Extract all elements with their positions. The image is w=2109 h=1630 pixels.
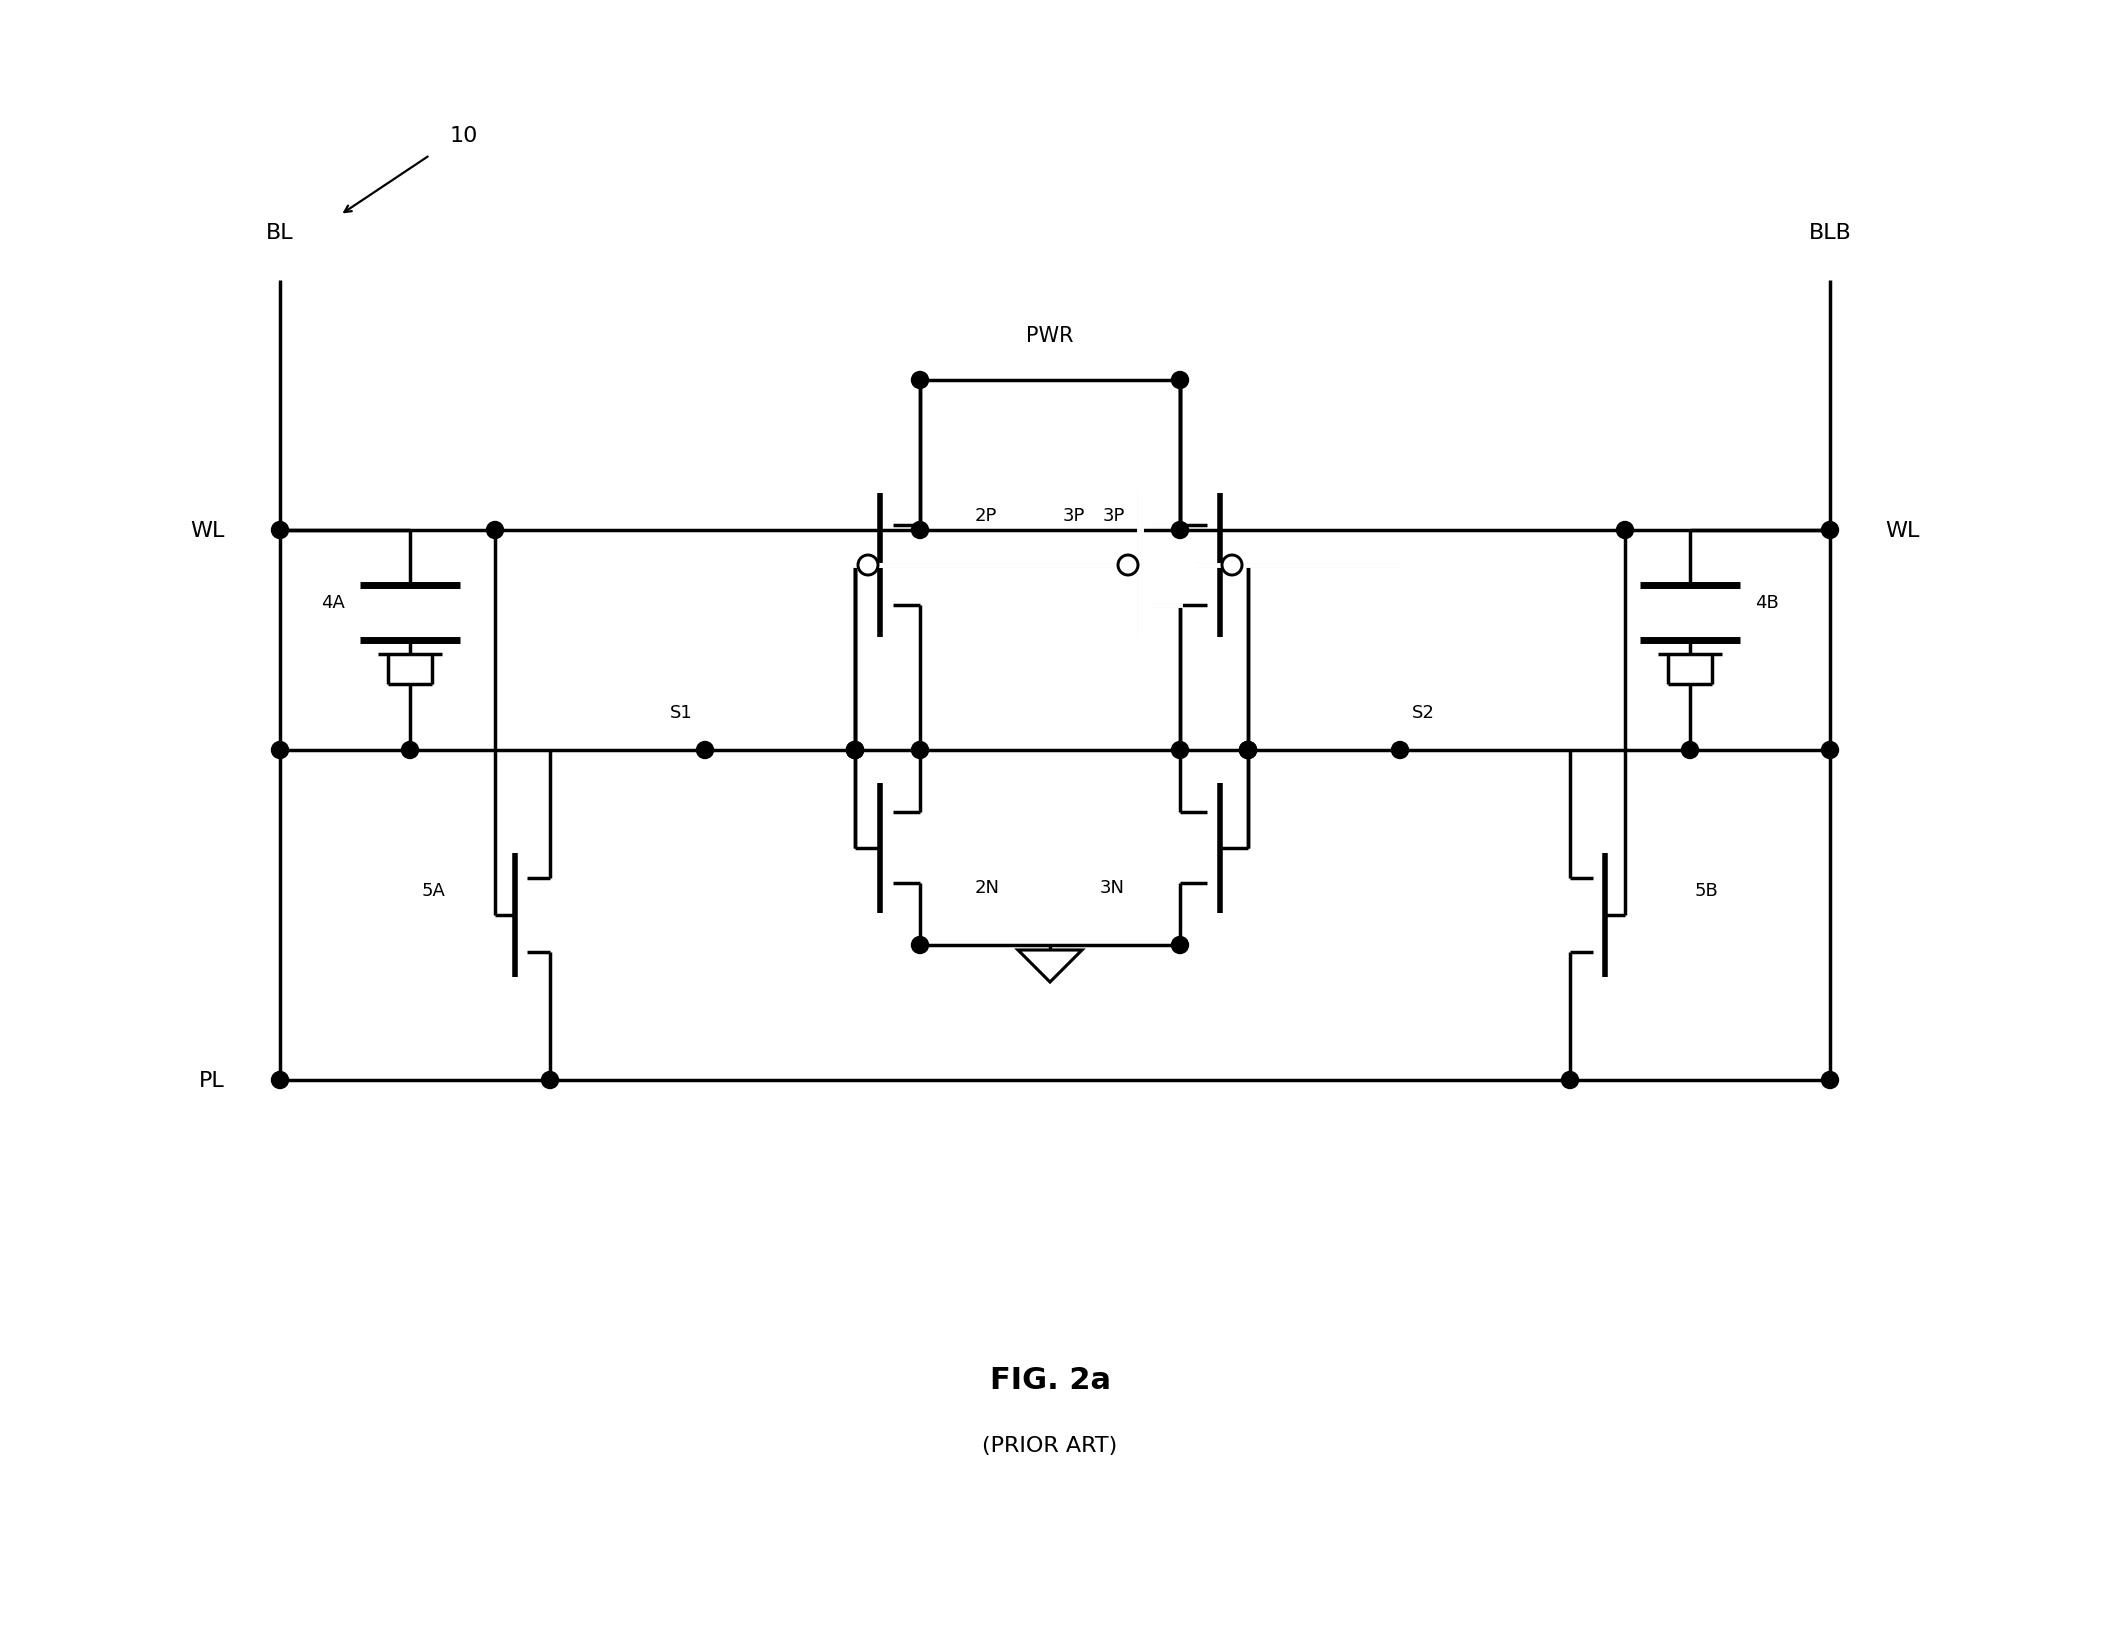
Circle shape bbox=[272, 522, 289, 540]
Text: 3P: 3P bbox=[1063, 507, 1084, 525]
Text: PL: PL bbox=[198, 1071, 226, 1090]
Text: 10: 10 bbox=[449, 126, 479, 147]
Circle shape bbox=[1170, 937, 1189, 954]
Circle shape bbox=[1170, 742, 1189, 760]
Circle shape bbox=[1615, 522, 1634, 540]
Circle shape bbox=[1822, 522, 1839, 540]
Circle shape bbox=[846, 742, 863, 760]
Text: (PRIOR ART): (PRIOR ART) bbox=[983, 1434, 1118, 1456]
Text: 4A: 4A bbox=[321, 595, 346, 613]
Circle shape bbox=[1240, 742, 1257, 760]
Text: 3N: 3N bbox=[1101, 879, 1124, 897]
Circle shape bbox=[542, 1073, 559, 1089]
Circle shape bbox=[911, 372, 928, 390]
Text: S1: S1 bbox=[671, 704, 694, 722]
Circle shape bbox=[696, 742, 713, 760]
Circle shape bbox=[1170, 372, 1189, 390]
Circle shape bbox=[911, 937, 928, 954]
Circle shape bbox=[1392, 742, 1409, 760]
Circle shape bbox=[272, 1073, 289, 1089]
Circle shape bbox=[1822, 742, 1839, 760]
Circle shape bbox=[911, 742, 928, 760]
Circle shape bbox=[858, 556, 877, 575]
Circle shape bbox=[1681, 742, 1698, 760]
Circle shape bbox=[487, 522, 504, 540]
Circle shape bbox=[1240, 742, 1257, 760]
Circle shape bbox=[401, 742, 418, 760]
Text: 5A: 5A bbox=[422, 882, 445, 900]
Text: 5B: 5B bbox=[1696, 882, 1719, 900]
Text: BL: BL bbox=[266, 223, 293, 243]
Circle shape bbox=[846, 742, 863, 760]
Text: BLB: BLB bbox=[1810, 223, 1852, 243]
Text: PWR: PWR bbox=[1027, 326, 1073, 346]
Circle shape bbox=[1240, 742, 1257, 760]
Circle shape bbox=[911, 522, 928, 540]
Text: 4B: 4B bbox=[1755, 595, 1778, 613]
Circle shape bbox=[1118, 556, 1139, 575]
Text: FIG. 2a: FIG. 2a bbox=[989, 1366, 1111, 1395]
Text: 3P: 3P bbox=[1103, 507, 1124, 525]
Circle shape bbox=[1170, 522, 1189, 540]
Text: WL: WL bbox=[190, 520, 226, 541]
Text: 2P: 2P bbox=[974, 507, 998, 525]
Circle shape bbox=[1561, 1073, 1578, 1089]
Circle shape bbox=[1822, 1073, 1839, 1089]
Circle shape bbox=[846, 742, 863, 760]
Text: WL: WL bbox=[1885, 520, 1919, 541]
Circle shape bbox=[272, 742, 289, 760]
Text: S2: S2 bbox=[1413, 704, 1434, 722]
Circle shape bbox=[1221, 556, 1242, 575]
Text: 2N: 2N bbox=[974, 879, 1000, 897]
